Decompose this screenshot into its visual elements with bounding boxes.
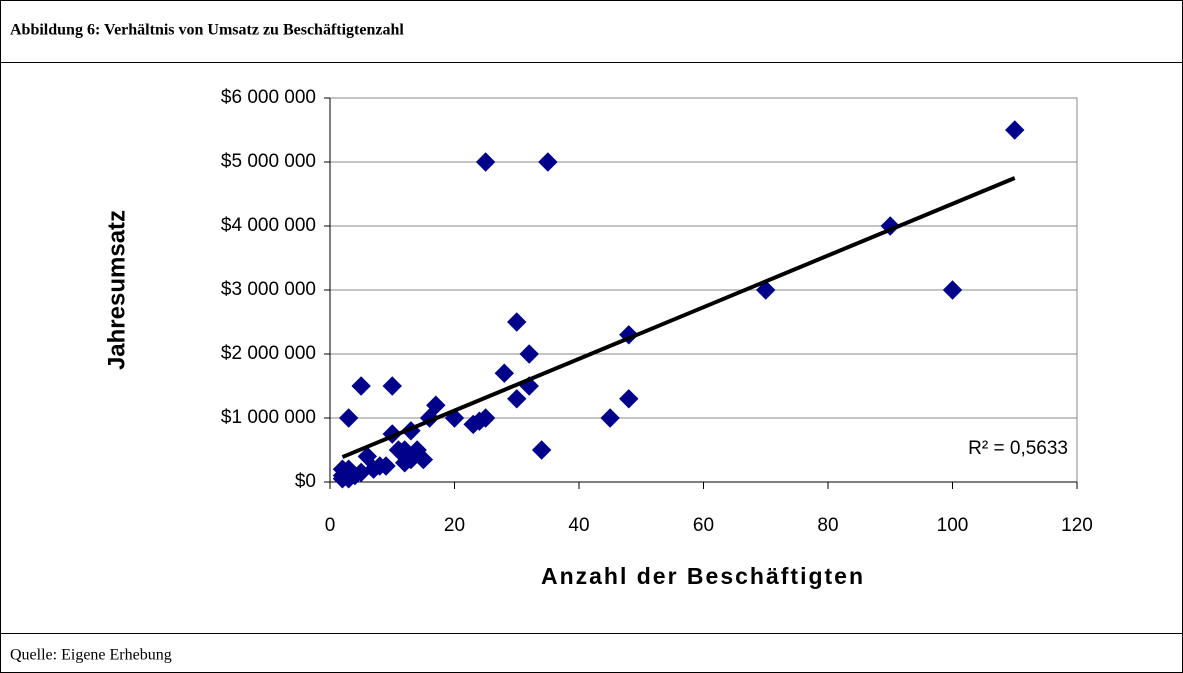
point xyxy=(475,152,496,172)
chart-title: Abbildung 6: Verhältnis von Umsatz zu Be… xyxy=(10,22,404,39)
point xyxy=(338,408,359,428)
point xyxy=(426,395,446,415)
x-tick-label: 100 xyxy=(937,515,969,536)
x-axis-label: Anzahl der Beschäftigten xyxy=(541,563,865,589)
point xyxy=(507,389,527,409)
x-tick-label: 120 xyxy=(1061,515,1093,536)
point xyxy=(507,312,527,332)
trendline xyxy=(341,176,1016,459)
y-axis-label: Jahresumsatz xyxy=(103,210,130,370)
y-tick-label: $1 000 000 xyxy=(221,407,316,428)
y-tick-label: $6 000 000 xyxy=(221,87,316,108)
point xyxy=(413,449,434,470)
x-tick-label: 80 xyxy=(817,515,838,536)
point xyxy=(338,459,359,479)
point xyxy=(382,376,402,396)
y-tick-label: $5 000 000 xyxy=(221,151,316,172)
x-tick-label: 40 xyxy=(568,515,589,536)
source: Quelle: Eigene Erhebung xyxy=(10,647,172,664)
point xyxy=(600,408,620,428)
y-tick-label: $3 000 000 xyxy=(221,279,316,300)
point xyxy=(357,446,378,467)
point xyxy=(494,363,515,383)
point xyxy=(475,408,496,428)
x-tick-label: 20 xyxy=(444,515,465,536)
point xyxy=(376,456,396,476)
point xyxy=(538,152,558,172)
y-tick-label: $0 xyxy=(295,471,316,492)
x-tick-label: 60 xyxy=(693,515,714,536)
point xyxy=(619,389,639,409)
point xyxy=(942,280,963,300)
y-tick-label: $4 000 000 xyxy=(221,215,316,236)
y-tick-label: $2 000 000 xyxy=(221,343,316,364)
point xyxy=(531,440,552,460)
point xyxy=(351,376,371,396)
point xyxy=(1005,120,1025,140)
x-tick-label: 0 xyxy=(325,515,336,536)
point xyxy=(756,280,776,300)
r-squared: R² = 0,5633 xyxy=(968,438,1068,459)
point xyxy=(519,344,539,364)
